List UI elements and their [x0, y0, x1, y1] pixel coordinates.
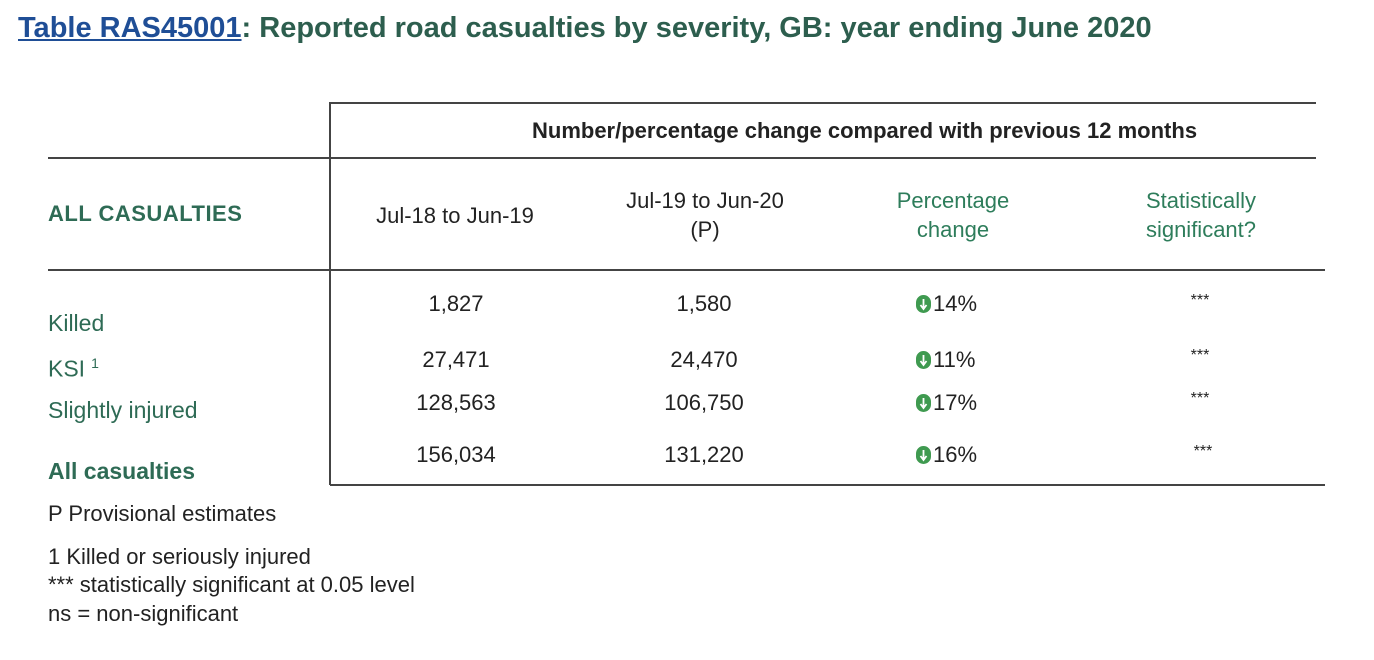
cell-slight-curr: 106,750: [664, 390, 744, 415]
page-title: Table RAS45001: Reported road casualties…: [18, 12, 1152, 45]
cell-slight-prev: 128,563: [416, 390, 496, 415]
col-header-current-year: Jul-19 to Jun-20 (P): [605, 186, 805, 244]
col-header-sig-line2: significant?: [1145, 217, 1257, 242]
col-header-significance: Statistically significant?: [1101, 186, 1301, 244]
cell-slight-pct: 17%: [916, 390, 977, 416]
group-header: Number/percentage change compared with p…: [532, 118, 1198, 143]
row-label-all-casualties: All casualties: [48, 458, 196, 484]
cell-killed-curr: 1,580: [676, 291, 732, 316]
row-label-slightly-injured: Slightly injured: [48, 397, 198, 423]
row-label-ksi-text: KSI: [48, 355, 86, 382]
down-arrow-icon: [916, 295, 931, 313]
cell-killed-pct: 14%: [916, 291, 977, 317]
footnote-provisional: P Provisional estimates: [48, 501, 277, 526]
cell-ksi-prev: 27,471: [422, 347, 490, 372]
cell-ksi-pct: 11%: [916, 347, 975, 373]
down-arrow-icon: [916, 394, 931, 412]
col-header-current-year-line1: Jul-19 to Jun-20: [626, 188, 784, 213]
row-label-divider: [329, 102, 331, 485]
cell-all-pct: 16%: [916, 442, 977, 468]
cell-all-sig: ***: [1193, 443, 1213, 460]
col-header-sig-line1: Statistically: [1145, 188, 1257, 213]
col-header-pct-line1: Percentage: [896, 188, 1010, 213]
cell-killed-prev: 1,827: [428, 291, 484, 316]
col-header-prev-year-text: Jul-18 to Jun-19: [376, 203, 534, 228]
cell-killed-sig: ***: [1190, 292, 1210, 309]
col-header-prev-year: Jul-18 to Jun-19: [355, 201, 555, 230]
table-bottom-rule: [330, 484, 1325, 486]
cell-all-curr: 131,220: [664, 442, 744, 467]
cell-slight-pct-text: 17%: [933, 390, 978, 415]
title-text: : Reported road casualties by severity, …: [241, 12, 1152, 44]
ksi-footnote-marker: 1: [91, 355, 99, 371]
cell-slight-sig: ***: [1190, 390, 1210, 407]
footnote-significance: *** statistically significant at 0.05 le…: [48, 572, 415, 597]
cell-ksi-pct-text: 11%: [933, 347, 976, 372]
header-bottom-rule: [48, 269, 1325, 271]
footnote-ns: ns = non-significant: [48, 601, 239, 626]
row-header: ALL CASUALTIES: [48, 201, 243, 226]
cell-all-pct-text: 16%: [933, 442, 978, 467]
cell-killed-pct-text: 14%: [933, 291, 978, 316]
footnote-ksi: 1 Killed or seriously injured: [48, 544, 311, 569]
down-arrow-icon: [916, 351, 931, 369]
row-label-killed: Killed: [48, 310, 105, 336]
col-header-pct-change: Percentage change: [853, 186, 1053, 244]
table-link[interactable]: Table RAS45001: [18, 12, 242, 44]
table-top-rule: [330, 102, 1316, 104]
header-group-rule: [48, 157, 1316, 159]
cell-ksi-sig: ***: [1190, 347, 1210, 364]
col-header-current-year-line2: (P): [690, 217, 720, 242]
cell-ksi-curr: 24,470: [670, 347, 738, 372]
down-arrow-icon: [916, 446, 931, 464]
col-header-pct-line2: change: [916, 217, 990, 242]
cell-all-prev: 156,034: [416, 442, 496, 467]
row-label-ksi: KSI 1: [48, 355, 99, 383]
